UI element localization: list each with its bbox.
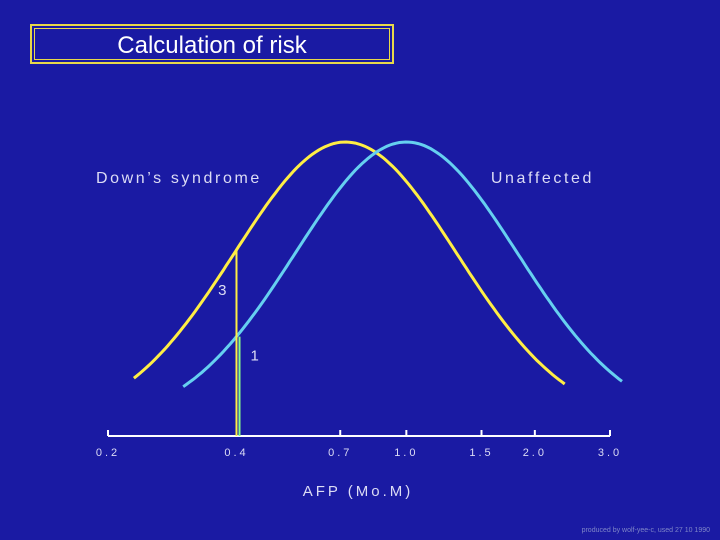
x-tick-label: 0.7 xyxy=(328,447,352,459)
title-box: Calculation of risk xyxy=(30,24,394,64)
series-label-unaffected: Unaffected xyxy=(491,170,594,187)
x-tick-label: 2.0 xyxy=(523,447,547,459)
x-tick-label: 1.5 xyxy=(469,447,493,459)
title-inner-border xyxy=(34,28,390,60)
downs-syndrome-curve xyxy=(132,140,566,386)
curves xyxy=(132,140,623,388)
series-label-downs: Down’s syndrome xyxy=(96,170,262,187)
slide-title: Calculation of risk xyxy=(117,32,307,59)
x-axis: 0.2 0.4 0.7 1.0 1.5 2.0 3.0 AFP (Mo.M) xyxy=(96,430,622,500)
x-tick-label: 0.4 xyxy=(224,447,248,459)
chart-labels: Down’s syndrome Unaffected xyxy=(96,170,594,187)
x-axis-title: AFP (Mo.M) xyxy=(303,483,414,500)
x-tick-label: 3.0 xyxy=(598,447,622,459)
marker-label-downs: 3 xyxy=(218,282,226,299)
x-tick-label: 1.0 xyxy=(394,447,418,459)
unaffected-curve xyxy=(182,140,623,388)
marker-label-unaffected: 1 xyxy=(250,348,258,365)
footnote: produced by wolf-yee-c, used 27 10 1990 xyxy=(581,527,710,534)
x-tick-label: 0.2 xyxy=(96,447,120,459)
risk-marker: 31 xyxy=(218,249,259,436)
